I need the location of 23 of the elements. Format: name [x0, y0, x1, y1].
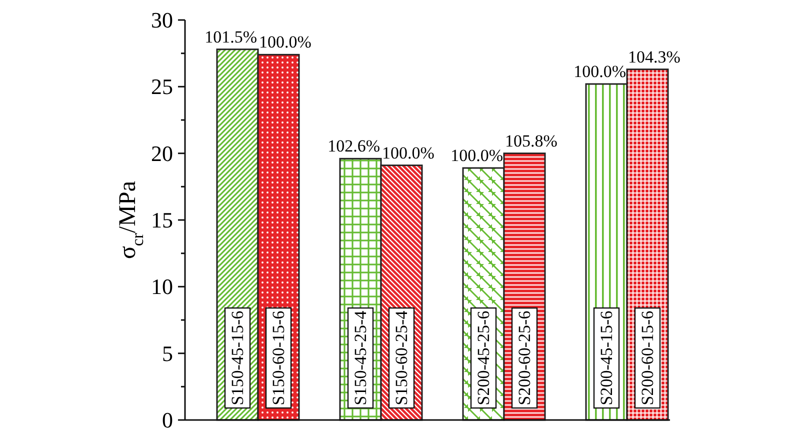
y-tick-label: 30 [151, 8, 173, 32]
annotation: 105.8% [505, 131, 558, 150]
y-tick-label: 5 [162, 340, 173, 366]
annotation: 104.3% [628, 47, 680, 66]
y-tick-label: 0 [162, 408, 173, 432]
x-tick-label: S150-60-25-4 [392, 310, 411, 406]
x-tick-label: S200-60-25-6 [515, 310, 534, 406]
x-tick-label: S150-45-15-6 [228, 310, 247, 406]
x-tick-label: S200-45-15-6 [597, 310, 616, 406]
y-tick-label: 15 [151, 208, 173, 232]
y-tick-label: 20 [151, 140, 173, 166]
x-tick-label: S200-60-15-6 [638, 310, 657, 406]
annotation: 102.6% [328, 136, 380, 156]
y-tick-label: 25 [151, 74, 173, 100]
annotation: 101.5% [204, 27, 257, 46]
x-tick-label: S150-45-25-4 [351, 310, 370, 406]
annotation: 100.0% [382, 143, 434, 162]
x-tick-label: S200-45-25-6 [474, 310, 493, 406]
y-tick-label: 10 [151, 274, 173, 300]
annotation: 100.0% [259, 32, 312, 52]
x-tick-label: S150-60-15-6 [269, 310, 288, 406]
annotation: 100.0% [450, 146, 503, 165]
annotation: 100.0% [574, 62, 626, 81]
